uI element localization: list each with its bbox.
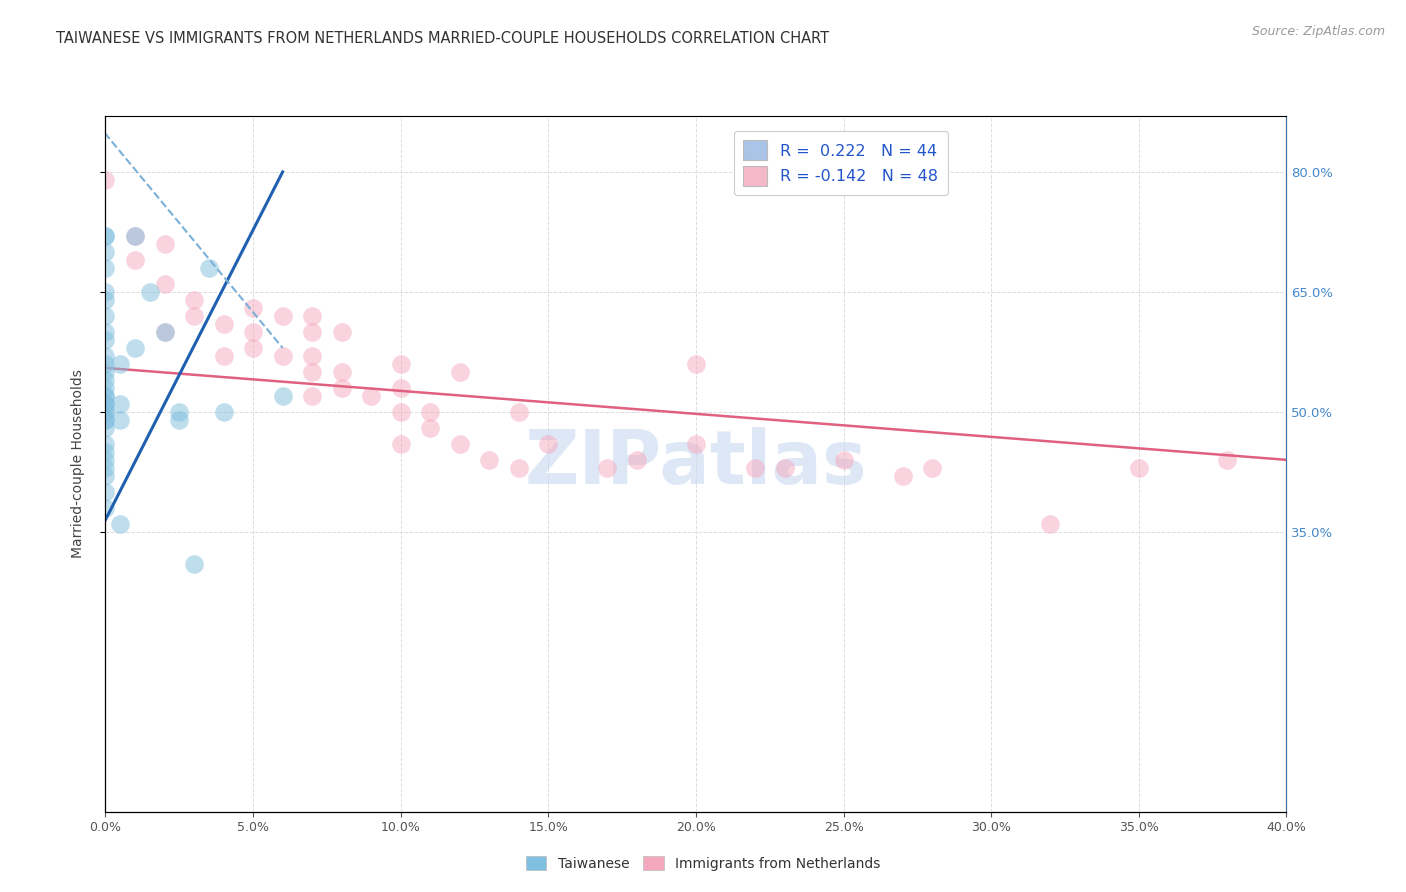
Point [242, 301, 264, 315]
Text: TAIWANESE VS IMMIGRANTS FROM NETHERLANDS MARRIED-COUPLE HOUSEHOLDS CORRELATION C: TAIWANESE VS IMMIGRANTS FROM NETHERLANDS… [56, 31, 830, 46]
Point [271, 349, 294, 363]
Point [94, 228, 117, 243]
Point [94, 437, 117, 451]
Point [153, 277, 176, 291]
Point [94, 397, 117, 411]
Point [94, 357, 117, 371]
Point [197, 260, 219, 275]
Point [242, 325, 264, 339]
Point [94, 413, 117, 427]
Point [271, 309, 294, 323]
Point [271, 389, 294, 403]
Point [94, 460, 117, 475]
Point [212, 405, 235, 419]
Point [94, 349, 117, 363]
Point [891, 468, 914, 483]
Point [242, 341, 264, 355]
Point [94, 405, 117, 419]
Text: ZIPatlas: ZIPatlas [524, 427, 868, 500]
Point [330, 325, 353, 339]
Point [301, 389, 323, 403]
Point [626, 453, 648, 467]
Point [508, 460, 530, 475]
Point [153, 325, 176, 339]
Point [1039, 516, 1062, 531]
Point [94, 285, 117, 299]
Point [94, 389, 117, 403]
Point [94, 453, 117, 467]
Point [596, 460, 619, 475]
Point [110, 413, 132, 427]
Point [169, 405, 191, 419]
Point [685, 437, 707, 451]
Point [183, 293, 205, 307]
Point [94, 468, 117, 483]
Point [94, 500, 117, 515]
Point [449, 365, 471, 379]
Point [138, 285, 162, 299]
Point [389, 405, 412, 419]
Point [330, 381, 353, 395]
Point [744, 460, 766, 475]
Point [94, 244, 117, 259]
Point [124, 228, 146, 243]
Text: Source: ZipAtlas.com: Source: ZipAtlas.com [1251, 25, 1385, 38]
Point [685, 357, 707, 371]
Point [94, 365, 117, 379]
Point [1216, 453, 1239, 467]
Point [212, 317, 235, 331]
Point [301, 309, 323, 323]
Point [153, 236, 176, 251]
Point [832, 453, 855, 467]
Point [360, 389, 382, 403]
Point [94, 445, 117, 459]
Point [94, 293, 117, 307]
Point [389, 437, 412, 451]
Point [94, 389, 117, 403]
Point [183, 557, 205, 571]
Point [449, 437, 471, 451]
Point [389, 357, 412, 371]
Point [921, 460, 943, 475]
Point [301, 349, 323, 363]
Point [183, 309, 205, 323]
Point [94, 228, 117, 243]
Point [419, 421, 441, 435]
Point [110, 397, 132, 411]
Point [110, 516, 132, 531]
Point [537, 437, 560, 451]
Point [124, 252, 146, 267]
Point [94, 421, 117, 435]
Point [508, 405, 530, 419]
Point [94, 333, 117, 347]
Point [94, 484, 117, 499]
Point [153, 325, 176, 339]
Point [212, 349, 235, 363]
Point [94, 413, 117, 427]
Point [419, 405, 441, 419]
Point [94, 405, 117, 419]
Point [94, 381, 117, 395]
Point [389, 381, 412, 395]
Point [110, 357, 132, 371]
Legend: Taiwanese, Immigrants from Netherlands: Taiwanese, Immigrants from Netherlands [520, 850, 886, 876]
Point [94, 373, 117, 387]
Y-axis label: Married-couple Households: Married-couple Households [70, 369, 84, 558]
Legend: R =  0.222   N = 44, R = -0.142   N = 48: R = 0.222 N = 44, R = -0.142 N = 48 [734, 131, 948, 195]
Point [478, 453, 501, 467]
Point [94, 397, 117, 411]
Point [169, 413, 191, 427]
Point [1128, 460, 1150, 475]
Point [124, 228, 146, 243]
Point [124, 341, 146, 355]
Point [773, 460, 796, 475]
Point [94, 260, 117, 275]
Point [301, 365, 323, 379]
Point [301, 325, 323, 339]
Point [94, 325, 117, 339]
Point [330, 365, 353, 379]
Point [94, 309, 117, 323]
Point [94, 173, 117, 187]
